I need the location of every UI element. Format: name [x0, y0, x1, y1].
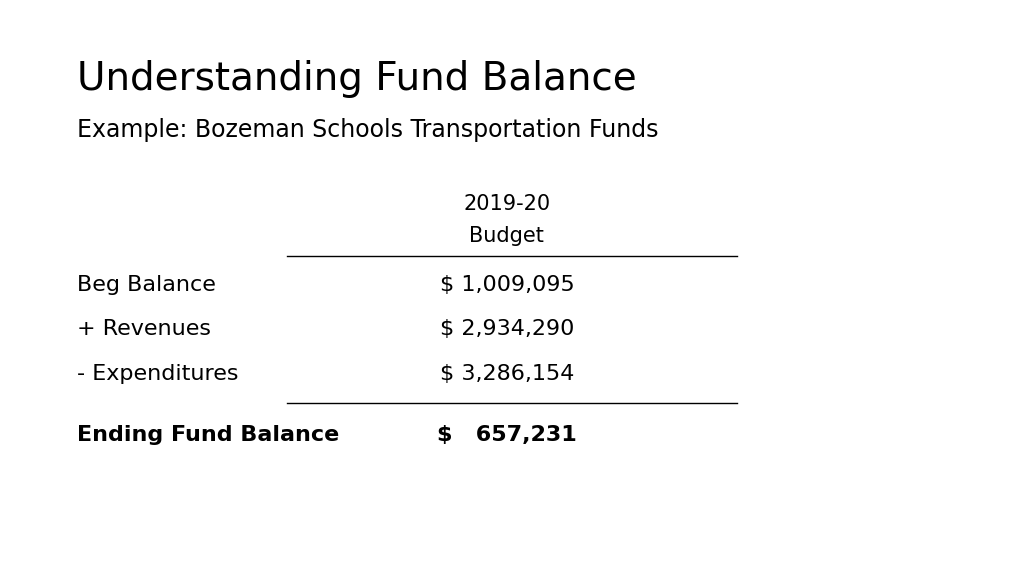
Text: $ 1,009,095: $ 1,009,095 — [439, 275, 574, 295]
Text: + Revenues: + Revenues — [77, 320, 211, 339]
Text: Beg Balance: Beg Balance — [77, 275, 216, 295]
Text: $   657,231: $ 657,231 — [437, 425, 577, 445]
Text: 2019-20: 2019-20 — [463, 195, 551, 214]
Text: $ 3,286,154: $ 3,286,154 — [439, 365, 574, 384]
Text: Understanding Fund Balance: Understanding Fund Balance — [77, 60, 637, 98]
Text: $ 2,934,290: $ 2,934,290 — [439, 320, 574, 339]
Text: Budget: Budget — [469, 226, 545, 246]
Text: Example: Bozeman Schools Transportation Funds: Example: Bozeman Schools Transportation … — [77, 118, 658, 142]
Text: - Expenditures: - Expenditures — [77, 365, 239, 384]
Text: Ending Fund Balance: Ending Fund Balance — [77, 425, 339, 445]
